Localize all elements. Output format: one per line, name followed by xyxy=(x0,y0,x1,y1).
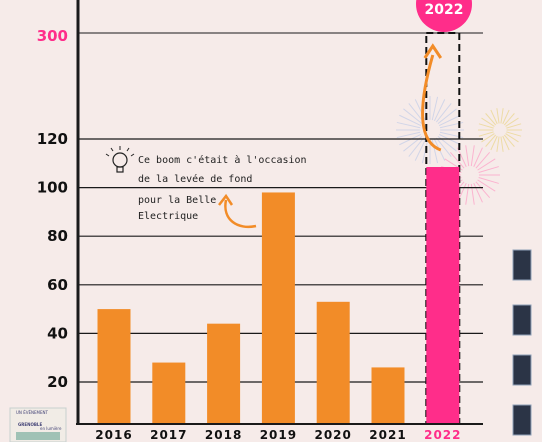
y-tick-label-20: 20 xyxy=(47,373,68,391)
bar-2020 xyxy=(316,301,350,423)
bar-2016 xyxy=(97,309,131,423)
year-badge-label: 2022 xyxy=(425,2,464,18)
x-tick-label-2020: 2020 xyxy=(314,428,351,442)
y-tick-label-100: 100 xyxy=(37,179,68,197)
growth-arrow xyxy=(421,54,442,152)
annotation-arrow-head xyxy=(218,193,234,206)
growth-arrow-head xyxy=(423,43,443,59)
bar-2018 xyxy=(207,323,241,423)
lightbulb-icon xyxy=(105,146,135,173)
axis-layer xyxy=(76,0,483,425)
annotation-arrow xyxy=(224,199,257,229)
bars-layer xyxy=(97,32,461,424)
logo-line-2: GRENOBLE xyxy=(18,422,42,427)
bar-2019 xyxy=(261,192,295,423)
annotation: Ce boom c'était à l'occasion de la levée… xyxy=(105,146,307,229)
solar-panel-decor-3 xyxy=(512,354,532,386)
bar-2022 xyxy=(426,167,460,423)
solar-panel-decor-1 xyxy=(512,249,532,281)
solar-panel-decor-4 xyxy=(512,404,532,436)
y-tick-label-300: 300 xyxy=(37,27,68,45)
x-tick-label-2022: 2022 xyxy=(424,428,461,442)
y-tick-label-40: 40 xyxy=(47,324,68,342)
x-tick-label-2016: 2016 xyxy=(95,428,132,442)
y-tick-label-80: 80 xyxy=(47,227,68,245)
y-tick-labels: 20 40 60 80 100 120 xyxy=(37,130,68,391)
x-tick-label-2017: 2017 xyxy=(150,428,187,442)
solar-panel-decor-2 xyxy=(512,304,532,336)
decor-layer xyxy=(396,96,532,436)
bar-2017 xyxy=(152,362,186,423)
y-tick-label-60: 60 xyxy=(47,276,68,294)
x-tick-label-2018: 2018 xyxy=(205,428,242,442)
x-tick-label-2021: 2021 xyxy=(369,428,406,442)
x-tick-label-2019: 2019 xyxy=(260,428,297,442)
event-logo: UN ÉVÉNEMENT GRENOBLE en lumière xyxy=(9,407,67,442)
bar-2021 xyxy=(371,367,405,423)
annotation-line-4: Electrique xyxy=(138,211,198,222)
logo-line-1: UN ÉVÉNEMENT xyxy=(16,410,48,415)
y-tick-label-120: 120 xyxy=(37,130,68,148)
annotation-line-2: de la levée de fond xyxy=(138,173,252,185)
logo-line-3: en lumière xyxy=(40,426,62,431)
year-badge: 2022 xyxy=(416,0,472,32)
annotation-line-3: pour la Belle xyxy=(138,195,216,206)
x-tick-labels: 2016 2017 2018 2019 2020 2021 2022 xyxy=(95,428,461,442)
annotation-line-1: Ce boom c'était à l'occasion xyxy=(138,154,307,166)
